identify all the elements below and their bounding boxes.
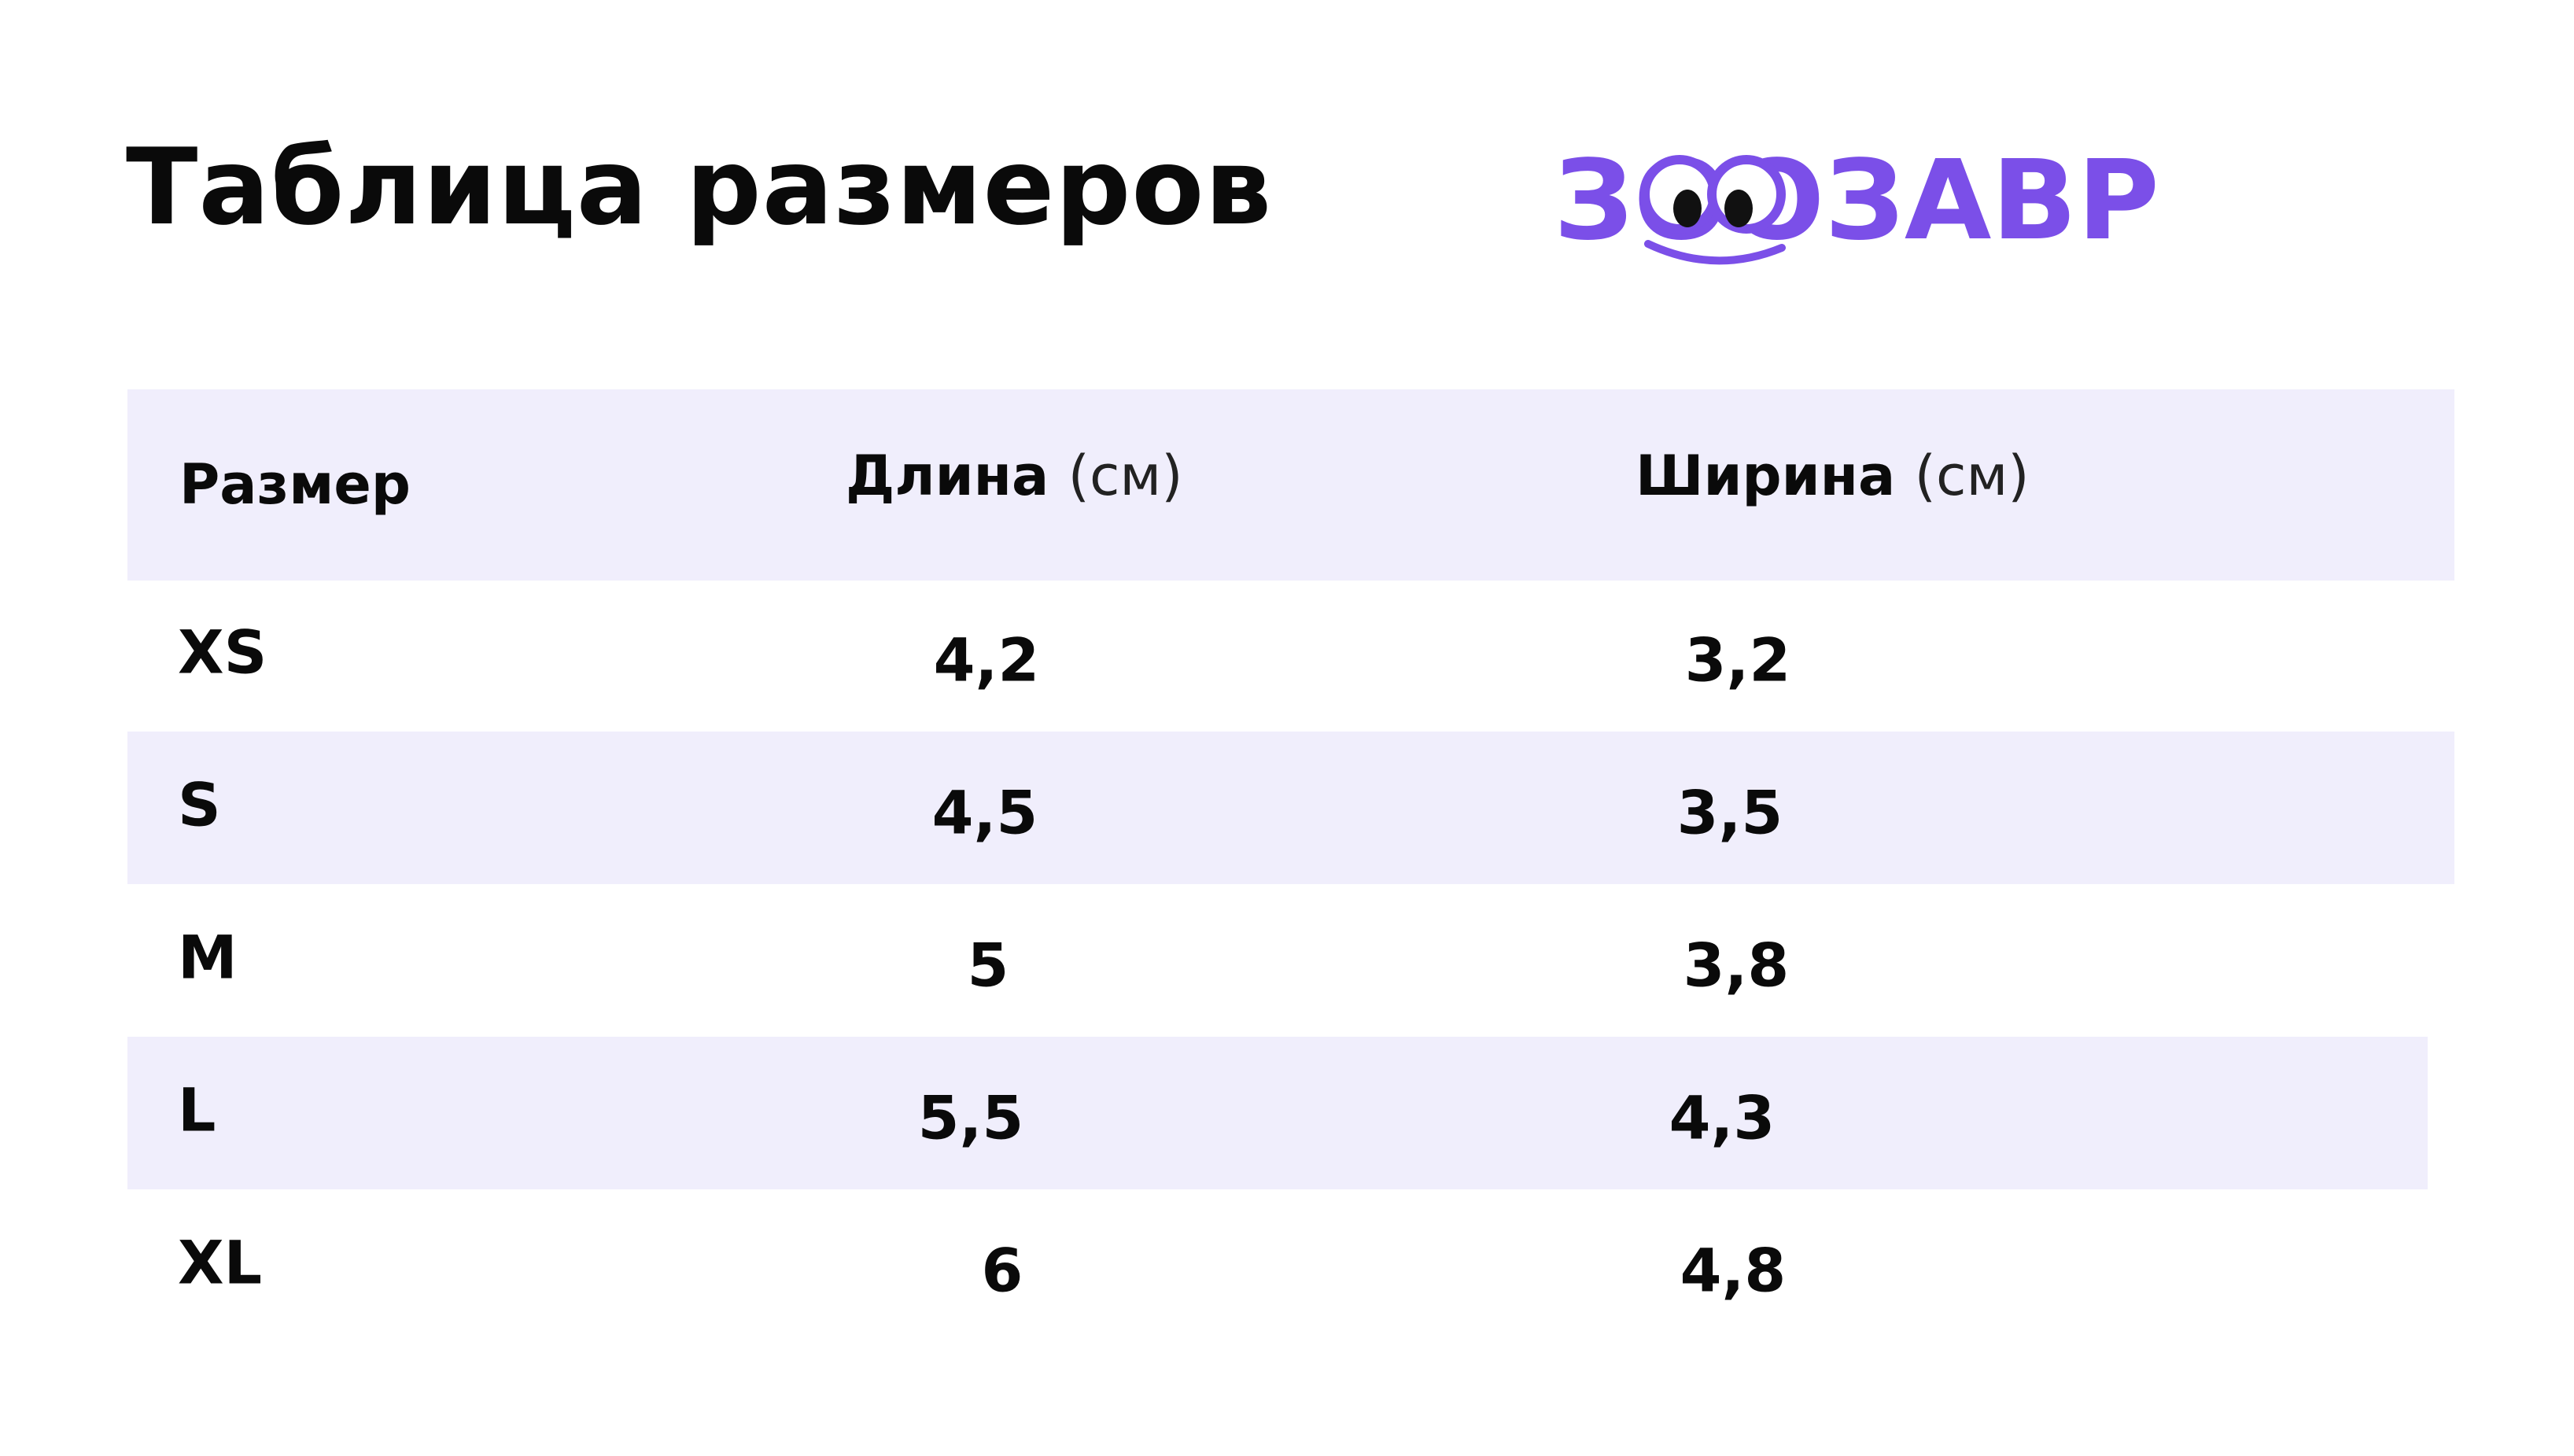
logo: ЗООЗАВР	[1554, 138, 2159, 265]
size-cell: XS	[178, 617, 267, 687]
row-band	[127, 732, 2454, 884]
column-label: Ширина	[1635, 444, 1896, 508]
value-cell: 4,3	[1669, 1082, 1776, 1153]
value-cell: 4,2	[933, 625, 1040, 695]
logo-pupil	[1724, 190, 1753, 227]
column-header: Размер	[179, 452, 411, 517]
logo-pupil	[1673, 190, 1702, 227]
header-band	[127, 389, 2454, 581]
value-cell: 6	[981, 1235, 1023, 1306]
value-cell: 3,5	[1676, 777, 1783, 848]
value-cell: 4,8	[1680, 1235, 1787, 1306]
value-cell: 3,2	[1684, 625, 1791, 695]
size-cell: XL	[178, 1227, 263, 1298]
column-header: Ширина (см)	[1635, 444, 2030, 508]
size-cell: M	[178, 922, 238, 993]
row-band	[127, 1037, 2428, 1189]
value-cell: 4,5	[931, 777, 1038, 848]
column-label: Размер	[179, 452, 411, 517]
page-title: Таблица размеров	[126, 126, 1273, 249]
logo-smile	[1644, 240, 1786, 265]
column-header: Длина (см)	[846, 444, 1183, 508]
column-unit: (см)	[1914, 444, 2030, 508]
column-label: Длина	[846, 444, 1049, 508]
size-cell: L	[178, 1074, 216, 1145]
value-cell: 3,8	[1683, 930, 1790, 1001]
value-cell: 5	[967, 930, 1009, 1001]
size-cell: S	[178, 769, 221, 840]
value-cell: 5,5	[917, 1082, 1024, 1153]
column-unit: (см)	[1068, 444, 1183, 508]
